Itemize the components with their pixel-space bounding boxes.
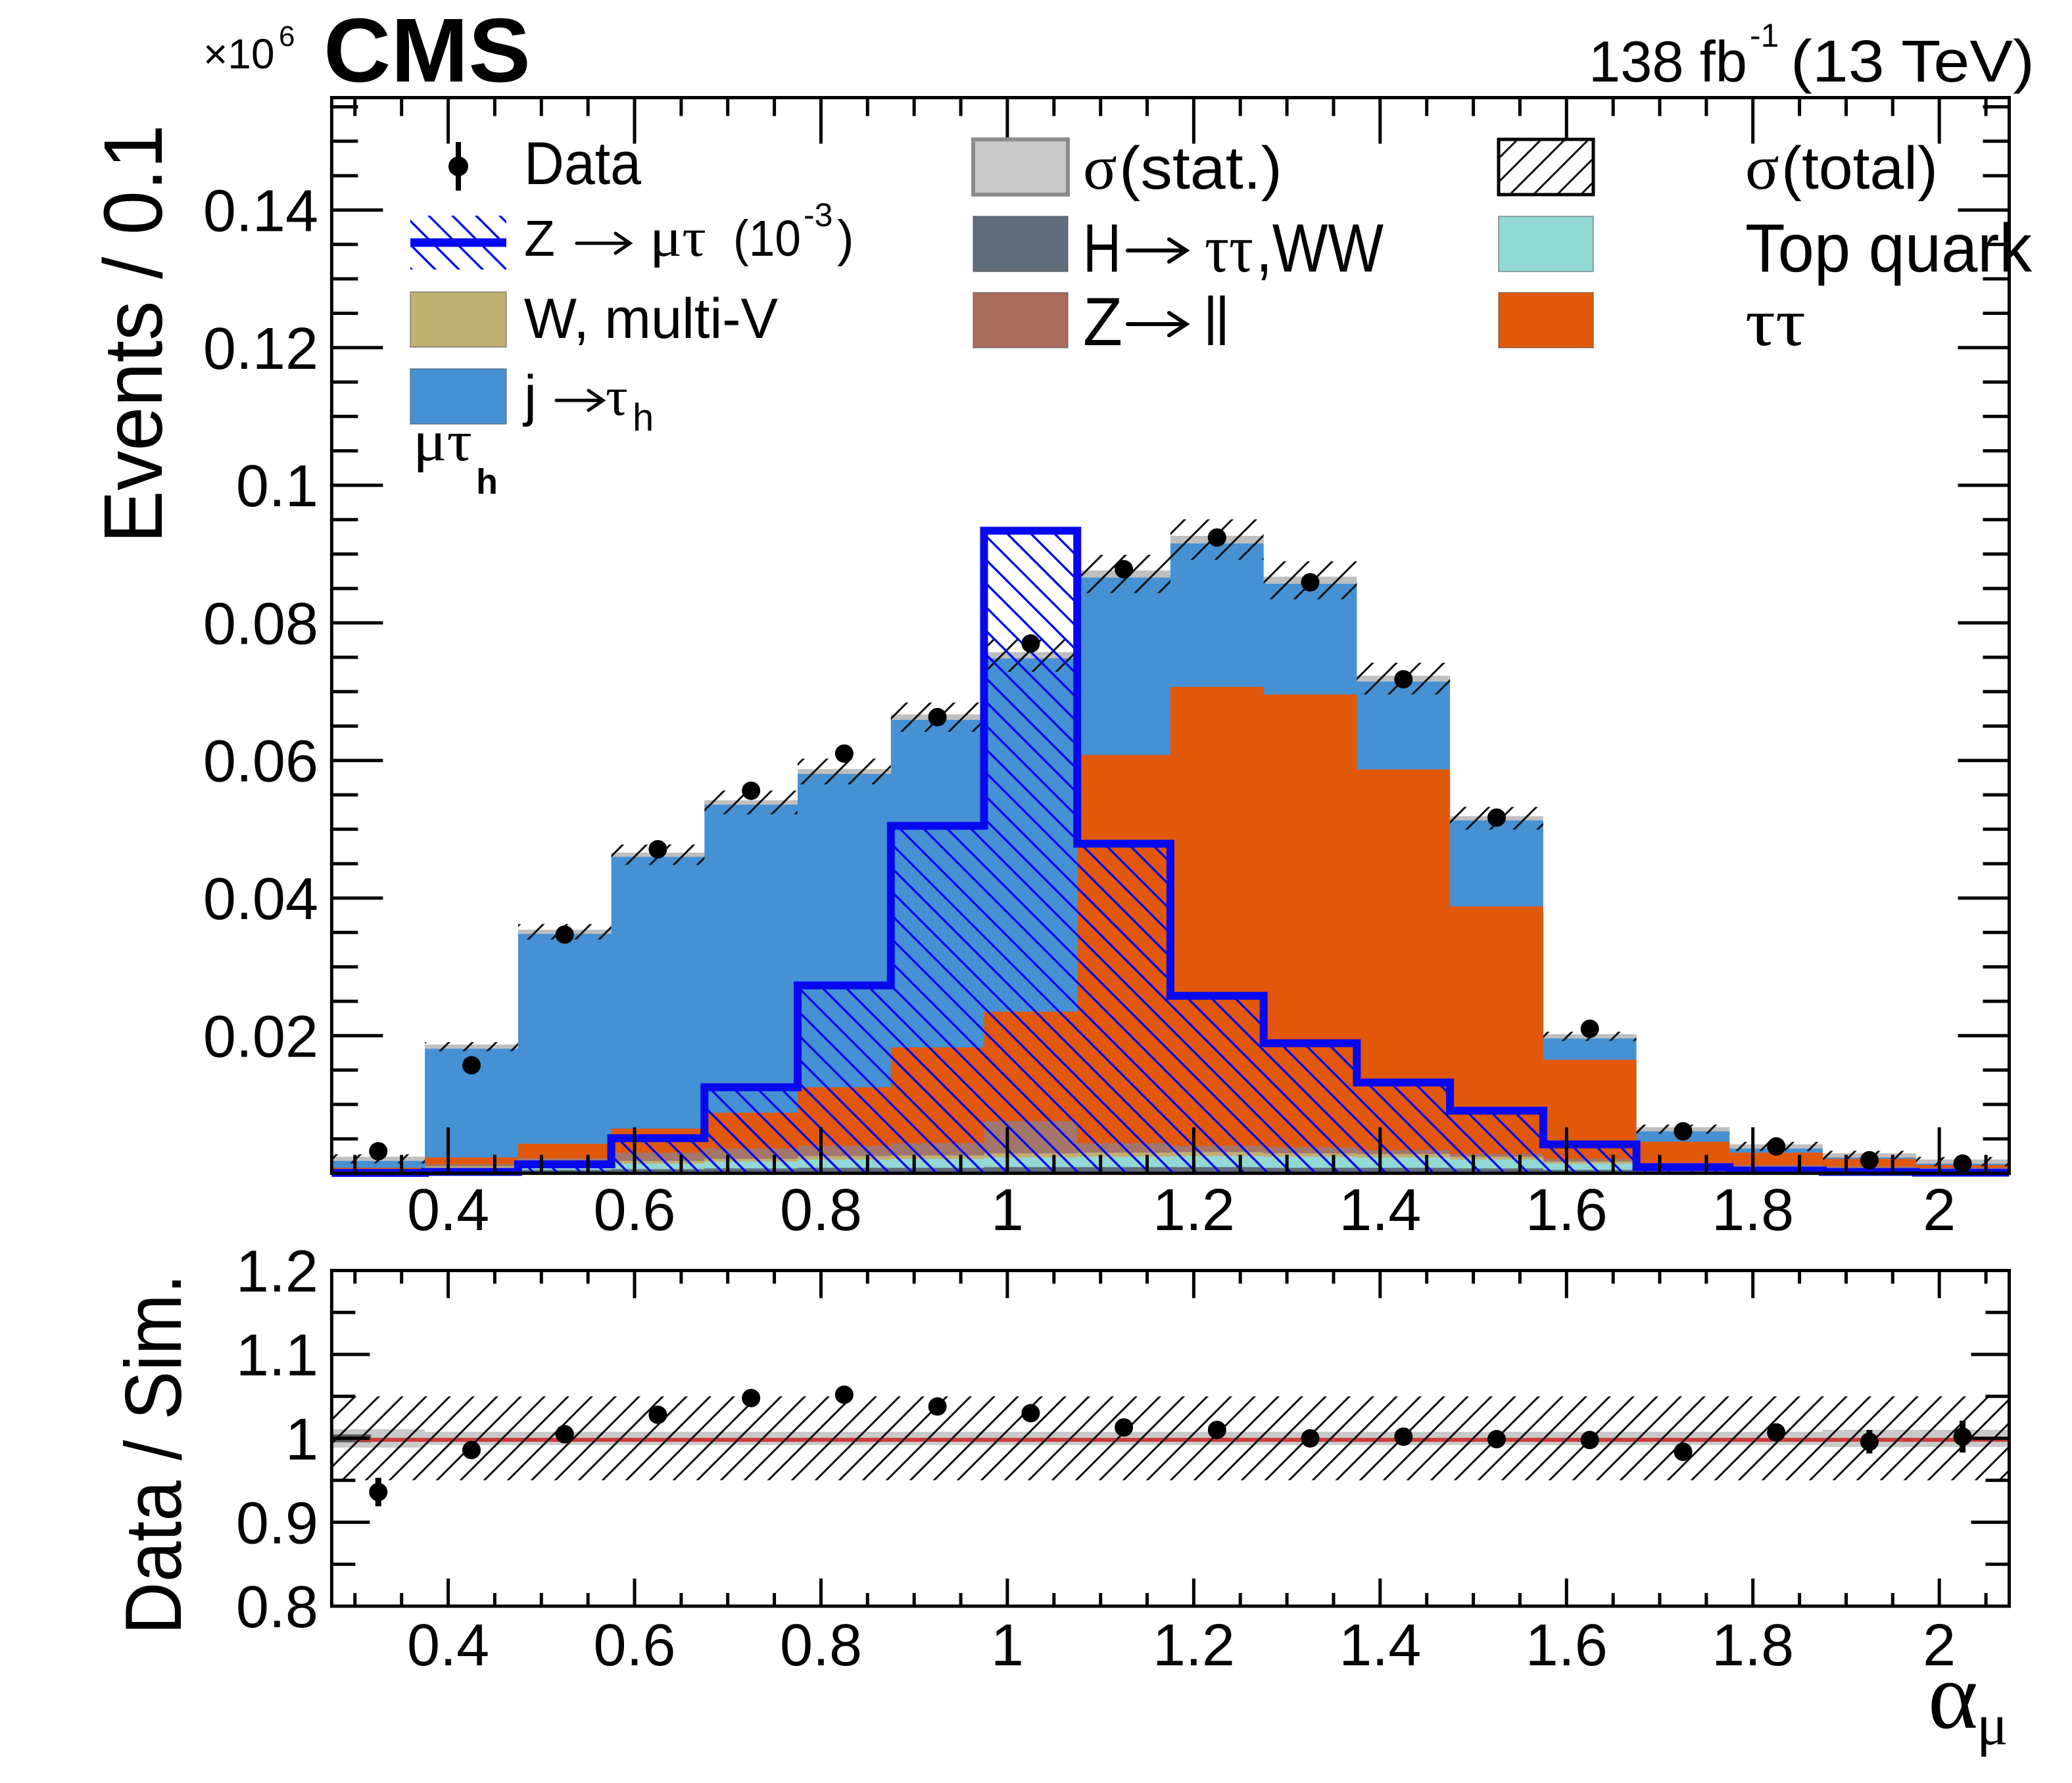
svg-text:W, multi-V: W, multi-V [524, 287, 778, 350]
svg-text:Data: Data [524, 130, 642, 197]
svg-text:Z: Z [1083, 284, 1122, 360]
svg-text:μτ: μτ [413, 410, 472, 473]
svg-text:-3: -3 [804, 197, 832, 233]
svg-text:1.4: 1.4 [1339, 1613, 1421, 1678]
svg-text:,WW: ,WW [1256, 210, 1384, 287]
svg-text:0.6: 0.6 [593, 1613, 675, 1678]
svg-text:h: h [633, 396, 654, 439]
svg-text:1: 1 [285, 1407, 318, 1473]
svg-text:0.04: 0.04 [203, 867, 318, 932]
svg-text:Events / 0.1: Events / 0.1 [87, 125, 180, 544]
svg-text:0.8: 0.8 [236, 1575, 318, 1640]
svg-text:τ: τ [606, 366, 628, 427]
svg-text:0.12: 0.12 [203, 316, 318, 382]
svg-text:2: 2 [1923, 1177, 1956, 1243]
svg-text:ll: ll [1205, 284, 1228, 360]
svg-text:0.9: 0.9 [236, 1490, 318, 1556]
svg-text:ττ: ττ [1745, 285, 1806, 360]
svg-text:j: j [522, 364, 537, 427]
svg-text:(10: (10 [733, 210, 801, 267]
svg-text:1.2: 1.2 [1153, 1177, 1235, 1243]
svg-text:(13 TeV): (13 TeV) [1791, 29, 2035, 95]
svg-text:1.8: 1.8 [1712, 1613, 1794, 1678]
svg-text:0.8: 0.8 [780, 1177, 862, 1243]
svg-text:1: 1 [991, 1613, 1024, 1678]
svg-text:Data / Sim.: Data / Sim. [108, 1274, 198, 1635]
svg-text:1.1: 1.1 [236, 1323, 318, 1389]
svg-text:1.6: 1.6 [1526, 1613, 1608, 1678]
svg-text:1.8: 1.8 [1712, 1177, 1794, 1243]
svg-text:6: 6 [279, 20, 295, 53]
svg-text:Z: Z [524, 210, 555, 267]
svg-text:0.4: 0.4 [407, 1177, 489, 1243]
svg-text:H: H [1083, 210, 1121, 287]
svg-text:): ) [837, 210, 854, 267]
svg-text:1.6: 1.6 [1526, 1177, 1608, 1243]
svg-text:2: 2 [1923, 1613, 1956, 1678]
svg-text:α: α [1928, 1644, 1978, 1749]
svg-text:0.6: 0.6 [593, 1177, 675, 1243]
svg-text:1: 1 [991, 1177, 1024, 1243]
svg-text:-1: -1 [1750, 17, 1779, 54]
svg-text:1.2: 1.2 [236, 1239, 318, 1305]
svg-text:ττ: ττ [1205, 211, 1253, 287]
svg-text:0.08: 0.08 [203, 591, 318, 657]
svg-text:Top quark: Top quark [1745, 210, 2033, 287]
svg-text:σ: σ [1745, 132, 1779, 202]
svg-text:(total): (total) [1781, 135, 1938, 202]
svg-text:0.02: 0.02 [203, 1004, 318, 1070]
svg-text:μτ: μτ [650, 207, 706, 268]
svg-text:CMS: CMS [324, 0, 531, 101]
svg-text:0.1: 0.1 [236, 454, 318, 519]
svg-text:138 fb: 138 fb [1589, 29, 1747, 94]
svg-text:(stat.): (stat.) [1119, 135, 1282, 202]
svg-text:1.4: 1.4 [1339, 1177, 1421, 1243]
svg-text:×10: ×10 [203, 30, 275, 78]
svg-text:0.06: 0.06 [203, 729, 318, 795]
svg-text:σ: σ [1083, 132, 1117, 202]
svg-text:0.8: 0.8 [780, 1613, 862, 1678]
svg-text:μ: μ [1977, 1693, 2008, 1757]
svg-text:0.14: 0.14 [203, 179, 318, 245]
svg-text:h: h [476, 462, 498, 502]
svg-text:1.2: 1.2 [1153, 1613, 1235, 1678]
svg-text:0.4: 0.4 [407, 1613, 489, 1678]
